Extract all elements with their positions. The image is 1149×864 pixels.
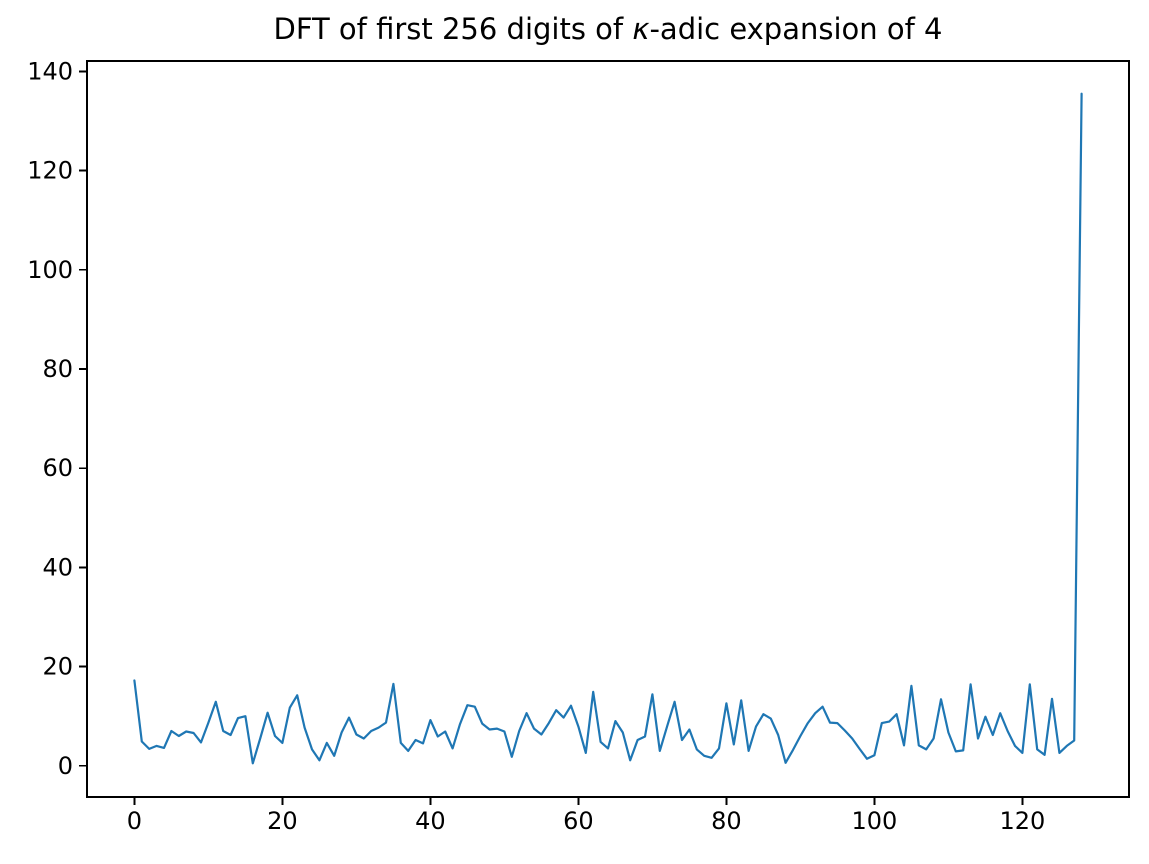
- x-tick-label: 100: [852, 807, 898, 835]
- plot-border: [86, 60, 1130, 798]
- y-tick-label: 100: [27, 256, 73, 284]
- dft-line: [133, 92, 1083, 765]
- x-tick-label: 80: [711, 807, 742, 835]
- chart-title-suffix: -adic expansion of 4: [649, 12, 943, 46]
- chart-title-prefix: DFT of first 256 digits of: [273, 12, 633, 46]
- y-tick-label: 80: [42, 355, 73, 383]
- y-tick-label: 0: [58, 752, 73, 780]
- y-tick-label: 140: [27, 57, 73, 85]
- x-tick-label: 60: [563, 807, 594, 835]
- x-tick-label: 20: [267, 807, 298, 835]
- chart-title: DFT of first 256 digits of κ-adic expans…: [87, 12, 1129, 46]
- chart-title-kappa: κ: [632, 12, 650, 46]
- x-tick-label: 40: [415, 807, 446, 835]
- x-tick-label: 120: [1000, 807, 1046, 835]
- y-tick-label: 120: [27, 157, 73, 185]
- y-tick-label: 20: [42, 653, 73, 681]
- y-tick-label: 60: [42, 454, 73, 482]
- x-tick-label: 0: [127, 807, 142, 835]
- y-tick-label: 40: [42, 553, 73, 581]
